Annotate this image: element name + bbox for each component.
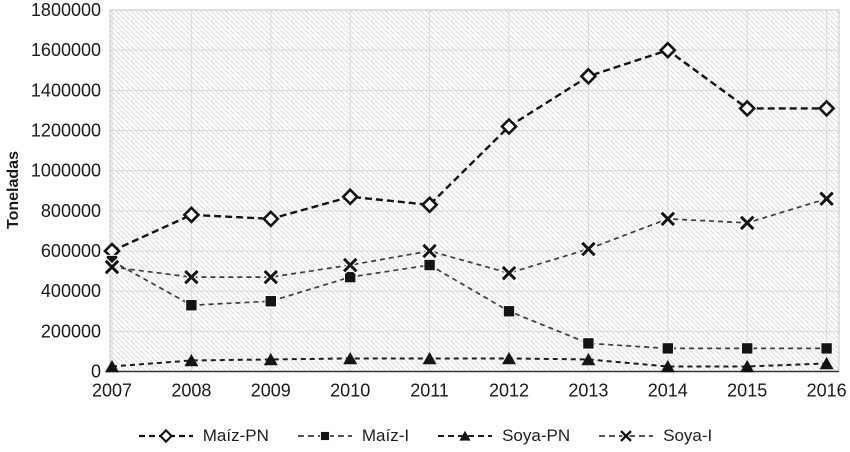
svg-text:200000: 200000 (41, 321, 101, 341)
legend-marker-maiz-pn-icon (138, 428, 193, 444)
svg-text:1400000: 1400000 (31, 80, 101, 100)
svg-text:2011: 2011 (410, 381, 449, 401)
chart-plot-area: 0 200000 400000 600000 800000 1000000 1200000 1… (31, 0, 847, 401)
legend-item-maiz-pn: Maíz-PN (138, 426, 269, 446)
svg-text:2014: 2014 (648, 381, 688, 401)
svg-text:600000: 600000 (41, 241, 101, 261)
legend-marker-soya-pn-icon (438, 430, 493, 441)
svg-text:1800000: 1800000 (31, 0, 101, 20)
svg-text:0: 0 (91, 362, 101, 382)
svg-text:2015: 2015 (727, 381, 767, 401)
svg-text:2010: 2010 (330, 381, 370, 401)
legend-label-soya-pn: Soya-PN (502, 426, 571, 445)
svg-text:1000000: 1000000 (31, 161, 101, 181)
svg-text:2016: 2016 (807, 381, 847, 401)
legend-item-soya-i: Soya-I (598, 426, 712, 446)
legend-marker-soya-i-icon (599, 428, 654, 444)
svg-text:2013: 2013 (568, 381, 608, 401)
legend-label-soya-i: Soya-I (663, 426, 713, 445)
svg-text:2012: 2012 (489, 381, 529, 401)
svg-text:1600000: 1600000 (31, 40, 101, 60)
svg-text:2007: 2007 (92, 381, 132, 401)
legend-item-soya-pn: Soya-PN (437, 426, 570, 446)
y-axis-title: Toneladas (5, 151, 22, 229)
legend-item-maiz-i: Maíz-I (297, 426, 409, 446)
svg-text:1200000: 1200000 (31, 121, 101, 141)
svg-text:2009: 2009 (251, 381, 291, 401)
svg-text:2008: 2008 (171, 381, 211, 401)
svg-text:800000: 800000 (41, 201, 101, 221)
legend-label-maiz-i: Maíz-I (361, 426, 410, 445)
legend: Maíz-PN Maíz-I Soya-PN Soya-I (0, 420, 850, 452)
legend-marker-maiz-i-icon (297, 430, 352, 442)
legend-label-maiz-pn: Maíz-PN (202, 426, 269, 445)
svg-text:400000: 400000 (41, 281, 101, 301)
